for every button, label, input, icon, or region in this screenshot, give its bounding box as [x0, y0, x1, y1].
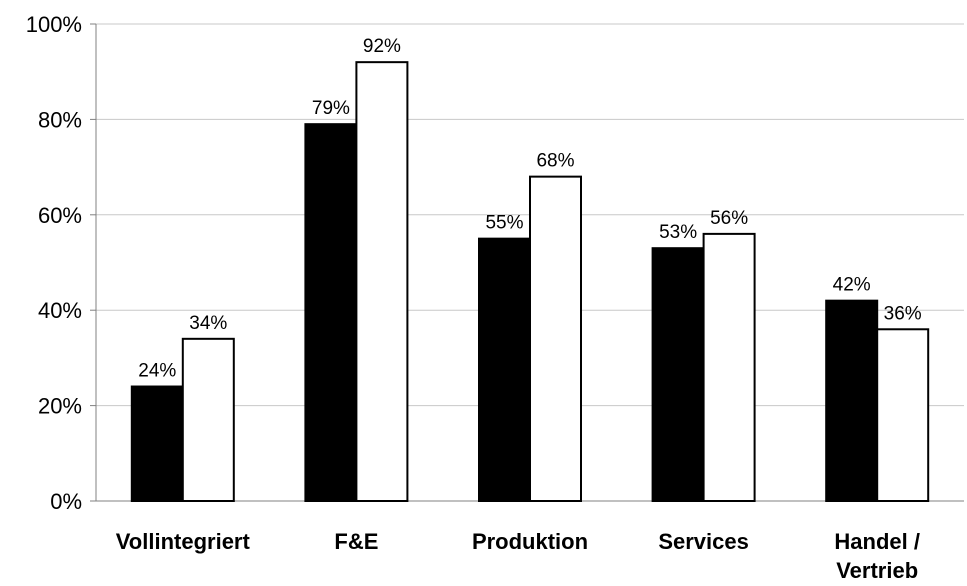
bars — [130, 61, 930, 502]
bar-white — [181, 337, 235, 502]
data-label: 55% — [485, 213, 523, 234]
labels: 24% 34% Vollintegriert 79% 92% F&E 55% 68% Produ… — [116, 36, 922, 583]
bar-black — [478, 237, 531, 502]
y-tick-label: 40% — [38, 298, 82, 323]
bar-black — [651, 247, 705, 502]
data-label: 36% — [884, 303, 922, 324]
x-category-label: Services — [658, 529, 749, 554]
bar-black — [825, 299, 879, 502]
data-label: 24% — [138, 361, 176, 382]
data-label: 79% — [312, 98, 350, 119]
bar-white — [702, 232, 756, 502]
bar-white — [529, 175, 582, 502]
bar-white — [355, 61, 409, 502]
bar-black — [304, 123, 358, 502]
y-tick-label: 20% — [38, 394, 82, 419]
data-label: 68% — [536, 151, 574, 172]
x-category-label: F&E — [334, 529, 378, 554]
bar-black — [130, 385, 184, 502]
y-tick-label: 100% — [26, 12, 82, 37]
x-category-label: Handel / Vertrieb — [834, 529, 920, 583]
data-label: 42% — [833, 275, 871, 296]
y-tick-label: 0% — [50, 489, 82, 514]
data-label: 92% — [363, 36, 401, 57]
y-tick-label: 60% — [38, 203, 82, 228]
x-category-label: Vollintegriert — [116, 529, 251, 554]
data-label: 53% — [659, 222, 697, 243]
bar-white — [876, 328, 930, 502]
y-tick-label: 80% — [38, 107, 82, 132]
data-label: 34% — [189, 313, 227, 334]
x-category-label: Produktion — [472, 529, 588, 554]
data-label: 56% — [710, 208, 748, 229]
